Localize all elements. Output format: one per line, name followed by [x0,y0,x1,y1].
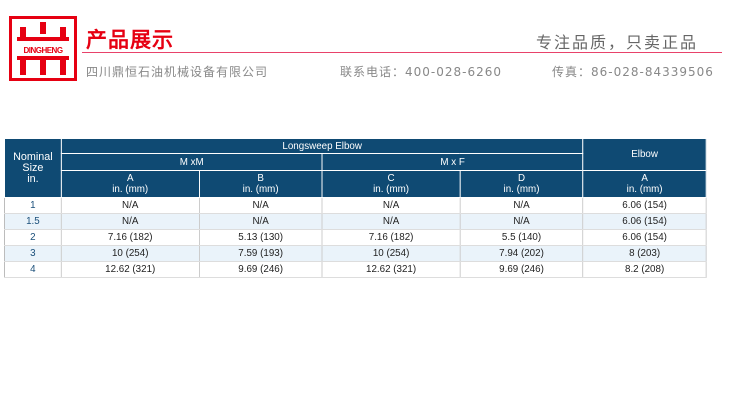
nominal-size-header: Nominal Size in. [3,138,62,198]
value-cell: N/A [61,213,200,230]
value-cell: 7.94 (202) [459,245,584,262]
value-cell: N/A [322,197,461,214]
dingheng-logo: DINGHENG [9,16,77,81]
value-cell: N/A [459,197,584,214]
table-row: 1.5 N/A N/A N/A N/A 6.06 (154) [4,213,707,230]
slogan: 专注品质，只卖正品 [536,33,699,52]
size-cell: 3 [4,245,62,262]
phone: 联系电话：400-028-6260 [340,65,503,79]
value-cell: 12.62 (321) [61,261,200,278]
value-cell: 6.06 (154) [583,213,707,230]
elbow-dimensions-table: Nominal Size in. Longsweep Elbow Elbow M x… [3,138,707,278]
value-cell: 7.16 (182) [322,229,461,246]
table-row: 2 7.16 (182) 5.13 (130) 7.16 (182) 5.5 (140)… [4,229,707,246]
value-cell: 6.06 (154) [583,229,707,246]
mxf-header: M x F [321,153,584,171]
size-cell: 2 [4,229,62,246]
table-row: 1 N/A N/A N/A N/A 6.06 (154) [4,197,707,214]
logo-text: DINGHENG [23,46,63,55]
table-row: 3 10 (254) 7.59 (193) 10 (254) 7.94 (202) 8 (… [4,245,707,262]
size-cell: 4 [4,261,62,278]
value-cell: N/A [61,197,200,214]
value-cell: 9.69 (246) [199,261,323,278]
value-cell: 12.62 (321) [322,261,461,278]
divider [82,52,722,53]
fax: 传真：86-028-84339506 [552,65,714,79]
elbow-header: Elbow [582,138,707,171]
value-cell: 5.5 (140) [459,229,584,246]
value-cell: N/A [199,197,323,214]
size-cell: 1.5 [4,213,62,230]
value-cell: 6.06 (154) [583,197,707,214]
value-cell: 10 (254) [322,245,461,262]
page-title: 产品展示 [86,28,174,52]
value-cell: 7.59 (193) [199,245,323,262]
value-cell: N/A [322,213,461,230]
value-cell: 5.13 (130) [199,229,323,246]
company-name: 四川鼎恒石油机械设备有限公司 [86,65,269,79]
value-cell: 9.69 (246) [459,261,584,278]
value-cell: N/A [459,213,584,230]
table-row: 4 12.62 (321) 9.69 (246) 12.62 (321) 9.69 (2… [4,261,707,278]
value-cell: 8 (203) [583,245,707,262]
value-cell: N/A [199,213,323,230]
longsweep-header: Longsweep Elbow [60,138,584,154]
value-cell: 8.2 (208) [583,261,707,278]
size-cell: 1 [4,197,62,214]
mxm-header: M xM [60,153,323,171]
value-cell: 7.16 (182) [61,229,200,246]
value-cell: 10 (254) [61,245,200,262]
